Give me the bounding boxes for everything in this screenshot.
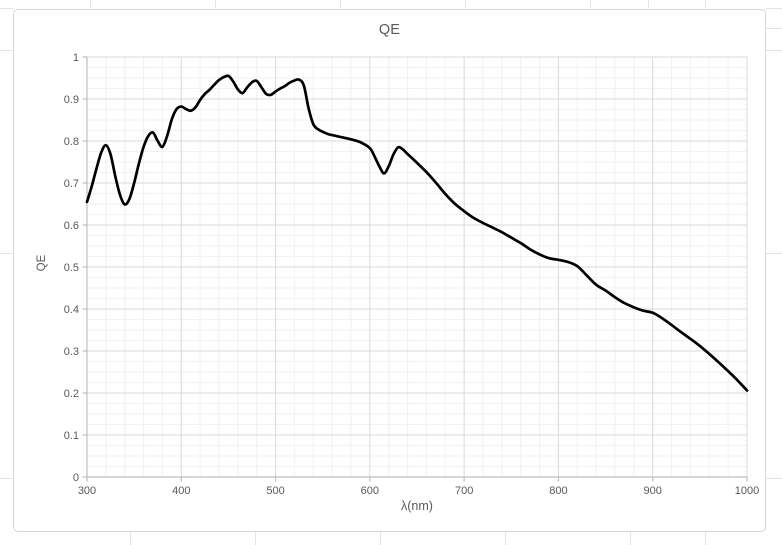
x-tick-label: 800 bbox=[549, 485, 567, 497]
sheet-gridline bbox=[630, 532, 631, 545]
sheet-gridline bbox=[130, 532, 131, 545]
sheet-gridline bbox=[90, 0, 91, 8]
y-tick-label: 0.9 bbox=[64, 94, 79, 106]
sheet-gridline bbox=[705, 0, 706, 8]
y-tick-label: 0.3 bbox=[64, 346, 79, 358]
y-tick-label: 0.5 bbox=[64, 262, 79, 274]
qe-chart-object[interactable]: QE QE 0 0.1 0.2 0.3 0.4 0.5 0.6 0.7 0.8 0.9 1 300 40… bbox=[13, 9, 766, 532]
sheet-gridline bbox=[766, 478, 782, 479]
sheet-gridline bbox=[766, 8, 782, 9]
sheet-gridline bbox=[766, 50, 782, 51]
sheet-gridline bbox=[590, 0, 591, 8]
plot-area: 0 0.1 0.2 0.3 0.4 0.5 0.6 0.7 0.8 0.9 1 300 400 500 60… bbox=[64, 52, 760, 497]
sheet-gridline bbox=[705, 532, 706, 545]
x-tick-label: 700 bbox=[455, 485, 473, 497]
y-tick-label: 0.6 bbox=[64, 220, 79, 232]
qe-series-line bbox=[85, 74, 749, 392]
sheet-gridline bbox=[465, 0, 466, 8]
sheet-gridline bbox=[505, 532, 506, 545]
x-tick-label: 600 bbox=[361, 485, 379, 497]
y-tick-label: 0.2 bbox=[64, 388, 79, 400]
sheet-gridline bbox=[255, 532, 256, 545]
sheet-gridline bbox=[380, 532, 381, 545]
sheet-gridline bbox=[648, 0, 649, 8]
x-tick-label: 500 bbox=[266, 485, 284, 497]
sheet-gridline bbox=[766, 28, 782, 29]
y-tick-label: 0.1 bbox=[64, 430, 79, 442]
x-tick-label: 900 bbox=[644, 485, 662, 497]
y-tick-label: 0.7 bbox=[64, 178, 79, 190]
x-tick-label: 1000 bbox=[735, 485, 759, 497]
y-tick-label: 1 bbox=[73, 52, 79, 64]
sheet-gridline bbox=[766, 253, 782, 254]
x-axis-title: λ(nm) bbox=[401, 499, 433, 513]
sheet-gridline bbox=[0, 50, 13, 51]
x-tick-label: 400 bbox=[172, 485, 190, 497]
sheet-gridline bbox=[215, 0, 216, 8]
y-tick-label: 0.4 bbox=[64, 304, 79, 316]
y-tick-label: 0.8 bbox=[64, 136, 79, 148]
sheet-gridline bbox=[0, 8, 13, 9]
sheet-gridline bbox=[0, 253, 13, 254]
sheet-gridline bbox=[0, 478, 13, 479]
chart-title: QE bbox=[378, 22, 401, 38]
sheet-gridline bbox=[340, 0, 341, 8]
y-tick-label: 0 bbox=[73, 472, 79, 484]
x-tick-label: 300 bbox=[78, 485, 96, 497]
